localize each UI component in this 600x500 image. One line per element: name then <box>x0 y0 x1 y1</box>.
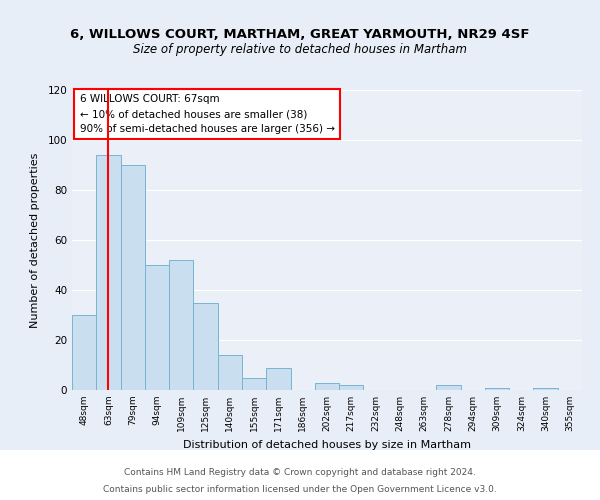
Bar <box>96 155 121 390</box>
Bar <box>533 388 558 390</box>
X-axis label: Distribution of detached houses by size in Martham: Distribution of detached houses by size … <box>183 440 471 450</box>
Bar <box>145 265 169 390</box>
Bar <box>266 368 290 390</box>
Text: Size of property relative to detached houses in Martham: Size of property relative to detached ho… <box>133 42 467 56</box>
Bar <box>485 388 509 390</box>
Bar <box>339 385 364 390</box>
Y-axis label: Number of detached properties: Number of detached properties <box>31 152 40 328</box>
Bar <box>218 355 242 390</box>
Bar <box>193 302 218 390</box>
Bar <box>242 378 266 390</box>
Bar <box>315 382 339 390</box>
Text: Contains public sector information licensed under the Open Government Licence v3: Contains public sector information licen… <box>103 484 497 494</box>
Bar <box>169 260 193 390</box>
Bar <box>436 385 461 390</box>
Bar <box>121 165 145 390</box>
Text: 6, WILLOWS COURT, MARTHAM, GREAT YARMOUTH, NR29 4SF: 6, WILLOWS COURT, MARTHAM, GREAT YARMOUT… <box>70 28 530 40</box>
Text: 6 WILLOWS COURT: 67sqm
← 10% of detached houses are smaller (38)
90% of semi-det: 6 WILLOWS COURT: 67sqm ← 10% of detached… <box>80 94 335 134</box>
Text: Contains HM Land Registry data © Crown copyright and database right 2024.: Contains HM Land Registry data © Crown c… <box>124 468 476 477</box>
Bar <box>72 315 96 390</box>
